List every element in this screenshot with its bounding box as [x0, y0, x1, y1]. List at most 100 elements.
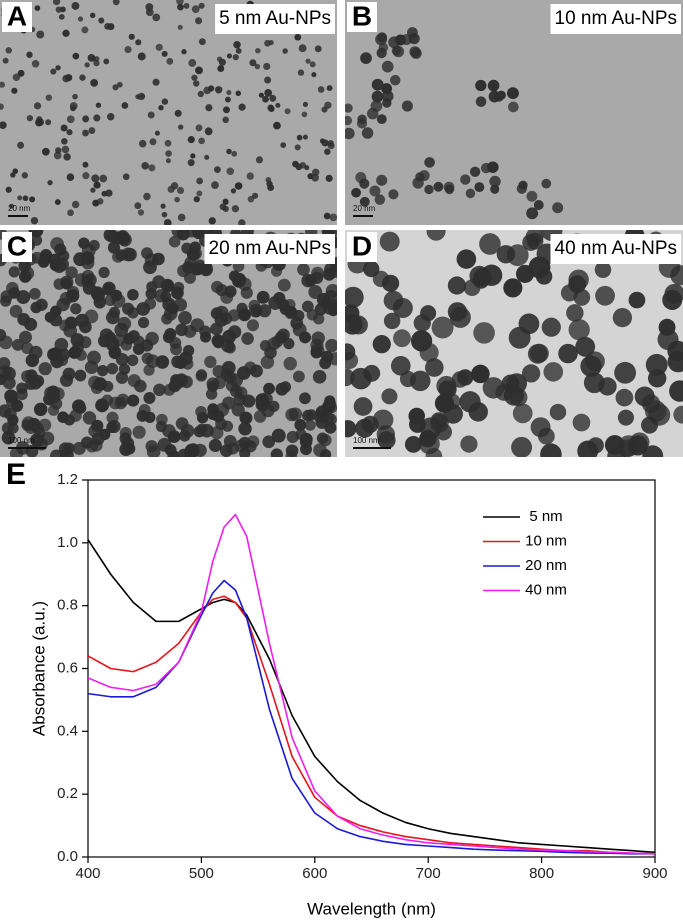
series-line — [87, 595, 656, 855]
nanoparticle — [108, 396, 122, 410]
nanoparticle — [61, 137, 68, 145]
nanoparticle — [222, 106, 230, 114]
nanoparticle — [568, 319, 590, 341]
plot-frame — [87, 479, 656, 858]
nanoparticle — [115, 352, 129, 366]
nanoparticle — [226, 442, 239, 455]
nanoparticle — [197, 90, 204, 98]
nanoparticle — [198, 38, 206, 46]
nanoparticle — [205, 104, 213, 112]
nanoparticle — [234, 386, 248, 400]
nanoparticle — [383, 290, 404, 311]
nanoparticle — [27, 417, 41, 432]
nanoparticle — [255, 156, 264, 164]
nanoparticle — [174, 373, 189, 387]
nanoparticle — [294, 419, 307, 431]
nanoparticle — [425, 358, 444, 377]
nanoparticle — [258, 92, 264, 98]
y-tick-label: 1.2 — [57, 471, 78, 488]
nanoparticle — [290, 316, 304, 330]
nanoparticle — [95, 398, 109, 413]
nanoparticle — [70, 105, 76, 112]
nanoparticle — [74, 402, 87, 414]
nanoparticle — [300, 443, 312, 456]
nanoparticle — [647, 369, 667, 388]
nanoparticle — [313, 313, 325, 325]
nanoparticle — [351, 187, 361, 198]
nanoparticle — [255, 393, 270, 408]
nanoparticle — [379, 231, 400, 252]
nanoparticle — [246, 435, 260, 448]
nanoparticle — [66, 285, 80, 299]
nanoparticle — [345, 368, 355, 387]
nanoparticle — [233, 40, 241, 49]
nanoparticle — [324, 148, 331, 155]
nanoparticle — [388, 189, 399, 200]
nanoparticle — [424, 157, 435, 168]
nanoparticle — [158, 104, 164, 111]
nanoparticle — [315, 415, 329, 429]
nanoparticle — [81, 26, 89, 34]
nanoparticle — [93, 60, 100, 67]
panel-letter: D — [352, 230, 372, 261]
nanoparticle — [460, 174, 471, 185]
legend-label: 10 nm — [525, 532, 567, 549]
nanoparticle — [401, 100, 413, 112]
nanoparticle — [369, 185, 381, 197]
nanoparticle — [412, 177, 424, 189]
nanoparticle — [645, 353, 668, 376]
x-tick-label: 800 — [529, 865, 554, 882]
nanoparticle — [184, 445, 198, 457]
nanoparticle — [526, 232, 544, 250]
panel-caption: 10 nm Au-NPs — [555, 8, 678, 29]
nanoparticle — [418, 170, 430, 181]
nanoparticle — [1, 422, 14, 435]
scale-bar — [353, 447, 391, 449]
nanoparticle — [198, 2, 205, 9]
nanoparticle — [404, 435, 422, 453]
x-tick-label: 700 — [416, 865, 441, 882]
nanoparticle — [232, 54, 239, 61]
nanoparticle — [2, 57, 9, 64]
nanoparticle — [304, 419, 316, 431]
nanoparticle — [21, 172, 29, 179]
nanoparticle — [273, 121, 281, 130]
nanoparticle — [359, 196, 370, 207]
nanoparticle — [644, 400, 667, 422]
nanoparticle — [345, 343, 356, 361]
nanoparticle — [475, 96, 487, 107]
nanoparticle — [345, 286, 364, 308]
nanoparticle — [181, 49, 187, 55]
nanoparticle — [425, 447, 443, 457]
nanoparticle — [374, 194, 386, 205]
nanoparticle — [612, 307, 633, 328]
nanoparticle — [503, 278, 523, 298]
y-tick-label: 0.6 — [57, 659, 78, 676]
nanoparticle — [526, 207, 539, 220]
nanoparticle — [294, 33, 302, 41]
nanoparticle — [330, 266, 337, 278]
nanoparticle — [75, 349, 87, 361]
nanoparticle — [196, 190, 203, 197]
nanoparticle — [231, 205, 240, 213]
nanoparticle — [208, 438, 222, 452]
nanoparticle — [1, 430, 16, 445]
nanoparticle — [138, 139, 147, 148]
nanoparticle — [184, 271, 197, 284]
nanoparticle — [558, 343, 578, 364]
nanoparticle — [321, 106, 328, 113]
nanoparticle — [207, 403, 219, 415]
nanoparticle — [314, 45, 322, 53]
nanoparticle — [262, 95, 269, 103]
nanoparticle — [353, 397, 373, 416]
nanoparticle — [167, 185, 175, 193]
nanoparticle — [595, 285, 615, 306]
nanoparticle — [240, 286, 253, 299]
nanoparticle — [316, 293, 331, 307]
nanoparticle — [114, 322, 129, 337]
nanoparticle — [212, 365, 226, 378]
nanoparticle — [137, 209, 145, 216]
nanoparticle — [533, 200, 544, 210]
nanoparticle — [170, 343, 183, 356]
